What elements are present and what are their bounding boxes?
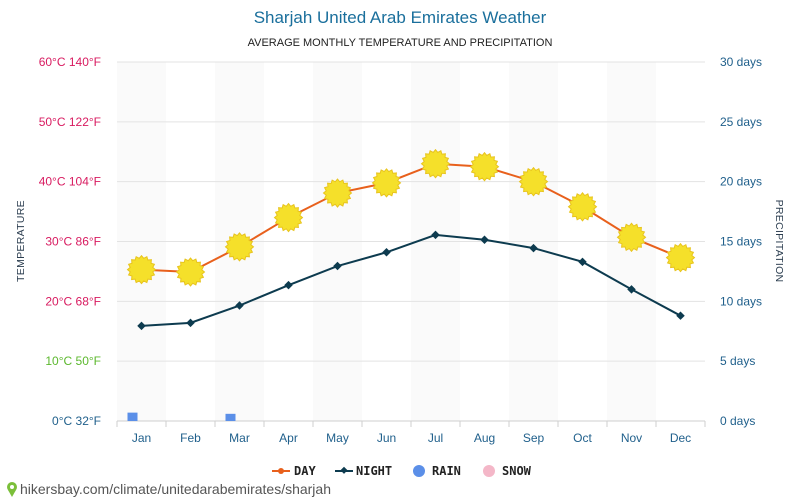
night-point: [676, 311, 685, 320]
y-tick-label: 40°C 104°F: [39, 175, 101, 189]
chart-title: Sharjah United Arab Emirates Weather: [254, 8, 547, 27]
night-point: [235, 301, 244, 310]
x-tick-label: Feb: [180, 431, 201, 445]
location-pin-icon: [7, 482, 17, 497]
legend-rain-label: RAIN: [432, 464, 461, 478]
night-point: [382, 248, 391, 257]
y-axis-left: 60°C 140°F 50°C 122°F 40°C 104°F 30°C 86°F 2…: [39, 55, 101, 428]
night-point: [333, 261, 342, 271]
night-point: [431, 230, 440, 240]
x-tick-label: Jan: [132, 431, 151, 445]
sun-icon: [273, 202, 304, 233]
night-point: [578, 257, 587, 267]
legend-night-label: NIGHT: [356, 464, 392, 478]
y2-tick-label: 10 days: [720, 294, 762, 308]
legend-night[interactable]: NIGHT: [335, 464, 392, 478]
x-axis: Jan Feb Mar Apr May Jun Jul Aug Sep Oct Nov Dec: [116, 420, 706, 445]
snow-legend-icon: [483, 465, 495, 477]
chart-subtitle: AVERAGE MONTHLY TEMPERATURE AND PRECIPIT…: [248, 37, 553, 49]
x-tick-label: Jun: [377, 431, 396, 445]
night-point: [480, 235, 489, 244]
x-tick-label: May: [326, 431, 349, 445]
rain-bar: [225, 413, 236, 421]
day-series: [126, 148, 696, 287]
rain-bar: [127, 412, 138, 421]
night-point: [284, 280, 293, 290]
x-tick-label: Sep: [523, 431, 545, 445]
legend: DAY NIGHT RAIN SNOW: [272, 464, 532, 478]
night-line: [141, 233, 681, 327]
y-tick-label: 0°C 32°F: [52, 414, 101, 428]
night-series: [137, 230, 685, 331]
legend-rain[interactable]: RAIN: [413, 464, 461, 478]
y2-tick-label: 15 days: [720, 235, 762, 249]
x-tick-label: Aug: [474, 431, 495, 445]
y-axis-right: 30 days 25 days 20 days 15 days 10 days 5 day…: [720, 55, 762, 428]
y-tick-label: 20°C 68°F: [45, 294, 101, 308]
y-tick-label: 50°C 122°F: [39, 115, 101, 129]
y-tick-label: 60°C 140°F: [39, 55, 101, 69]
sun-icon: [518, 166, 549, 197]
sun-icon: [175, 257, 206, 287]
sun-icon: [469, 151, 500, 182]
y2-axis-title: PRECIPITATION: [773, 200, 785, 283]
source-link[interactable]: hikersbay.com/climate/unitedarabemirates…: [7, 481, 331, 497]
y2-tick-label: 30 days: [720, 55, 762, 69]
grid-lines: [117, 61, 705, 422]
sun-icon: [420, 148, 451, 179]
x-tick-label: Jul: [428, 431, 443, 445]
x-tick-label: Oct: [573, 431, 592, 445]
legend-snow[interactable]: SNOW: [483, 464, 532, 478]
night-point: [627, 285, 636, 294]
y-axis-title: TEMPERATURE: [15, 200, 27, 282]
legend-day-label: DAY: [294, 464, 316, 478]
x-tick-label: Dec: [670, 431, 691, 445]
night-point: [137, 321, 146, 331]
legend-day[interactable]: DAY: [272, 464, 316, 478]
y2-tick-label: 20 days: [720, 175, 762, 189]
sun-icon: [616, 222, 647, 253]
sun-icon: [371, 168, 402, 198]
y-tick-label: 10°C 50°F: [45, 354, 101, 368]
night-point: [186, 318, 195, 328]
x-tick-label: Apr: [279, 431, 298, 445]
y2-tick-label: 5 days: [720, 354, 755, 368]
sun-icon: [567, 192, 598, 222]
x-tick-label: Mar: [229, 431, 250, 445]
y2-tick-label: 0 days: [720, 414, 755, 428]
y-tick-label: 30°C 86°F: [45, 235, 101, 249]
rain-legend-icon: [413, 465, 425, 477]
y2-tick-label: 25 days: [720, 115, 762, 129]
sun-icon: [126, 254, 157, 285]
source-url: hikersbay.com/climate/unitedarabemirates…: [20, 481, 331, 497]
sun-icon: [322, 178, 353, 208]
x-tick-label: Nov: [621, 431, 642, 445]
rain-bars: [127, 412, 236, 421]
legend-snow-label: SNOW: [502, 464, 532, 478]
sun-icon: [665, 242, 696, 273]
sun-icon: [224, 232, 255, 262]
